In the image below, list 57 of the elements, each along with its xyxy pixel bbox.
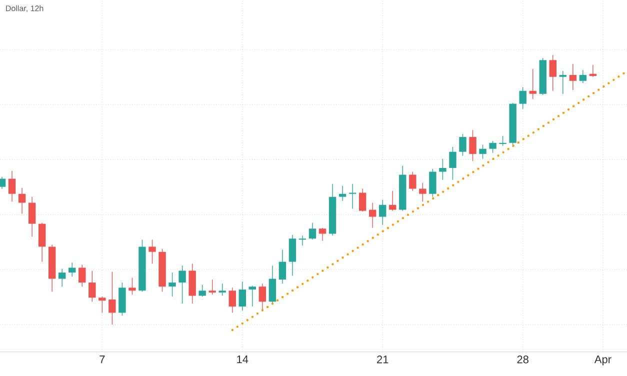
candlestick	[569, 64, 577, 90]
candlestick	[589, 64, 597, 78]
candlestick	[559, 70, 567, 94]
candlestick	[338, 185, 346, 202]
candlestick	[489, 140, 496, 154]
candlestick	[368, 202, 376, 228]
candlestick	[519, 86, 526, 110]
candlestick	[278, 249, 286, 284]
candlestick	[348, 184, 356, 210]
candlestick	[379, 199, 386, 226]
candlestick	[479, 144, 486, 160]
candlestick	[28, 196, 36, 238]
candlestick	[268, 265, 276, 306]
chart-title: Dollar, 12h	[6, 5, 44, 12]
x-tick-label: 21	[377, 356, 388, 364]
candlestick	[68, 262, 76, 277]
candlestick	[469, 130, 476, 162]
candlestick	[108, 271, 116, 325]
candlestick	[178, 265, 186, 304]
candlestick	[529, 68, 536, 100]
candlestick	[439, 158, 446, 180]
candlestick	[238, 281, 246, 311]
candlestick	[58, 268, 66, 287]
x-tick-label: 7	[100, 356, 105, 364]
candlestick	[449, 146, 456, 180]
candlestick	[148, 239, 156, 264]
candlestick	[579, 70, 587, 84]
candlestick	[78, 264, 86, 287]
candlestick	[429, 168, 436, 198]
x-tick-label: Apr	[594, 356, 612, 366]
candlestick	[298, 235, 306, 246]
candlestick	[308, 222, 316, 240]
x-tick-label: 28	[517, 356, 528, 364]
candlestick	[389, 190, 396, 212]
candlestick	[198, 284, 206, 297]
candlestick	[0, 176, 6, 190]
candlestick	[168, 272, 176, 297]
candlestick	[8, 170, 16, 202]
candlestick	[98, 296, 106, 314]
candlestick	[549, 54, 556, 92]
candlestick	[88, 270, 96, 302]
candlestick	[128, 277, 136, 296]
candlestick	[228, 287, 236, 314]
candlestick	[218, 283, 226, 296]
candlestick	[409, 171, 416, 192]
candlestick	[38, 222, 46, 262]
candlestick	[18, 188, 26, 214]
candlestick	[459, 134, 466, 156]
x-tick-label: 14	[237, 356, 248, 364]
candlestick	[288, 234, 296, 276]
candlestick	[358, 188, 366, 212]
candlestick	[258, 283, 266, 311]
candlestick	[208, 279, 216, 296]
candlestick	[318, 227, 326, 242]
candlestick	[419, 182, 426, 202]
candlestick	[248, 285, 256, 307]
candlestick	[499, 136, 506, 146]
